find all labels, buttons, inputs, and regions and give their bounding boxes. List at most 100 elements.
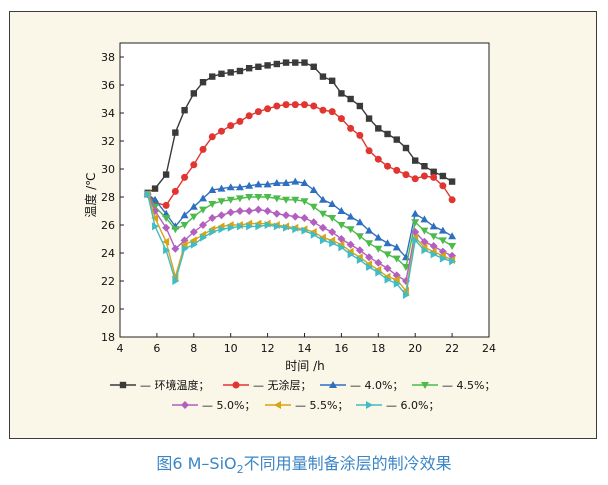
data-point xyxy=(245,194,254,201)
data-point xyxy=(264,62,271,69)
data-point xyxy=(227,122,235,130)
legend-label: — 4.5%； xyxy=(442,379,495,392)
data-point xyxy=(430,250,438,259)
data-point xyxy=(291,101,299,109)
data-point xyxy=(171,187,179,195)
data-point xyxy=(338,90,345,97)
data-point xyxy=(272,195,281,203)
data-point xyxy=(420,227,429,235)
data-point xyxy=(411,219,420,227)
legend-item: — 4.5%； xyxy=(412,379,495,392)
x-tick-label: 12 xyxy=(261,342,275,355)
x-tick-label: 8 xyxy=(190,342,197,355)
data-point xyxy=(189,228,198,236)
series-line xyxy=(147,193,453,293)
data-point xyxy=(171,244,180,253)
data-point xyxy=(300,198,309,206)
x-tick-label: 16 xyxy=(334,342,348,355)
y-tick-label: 24 xyxy=(101,247,115,260)
data-point xyxy=(392,243,401,251)
data-point xyxy=(329,239,337,248)
data-point xyxy=(291,212,300,221)
data-point xyxy=(273,222,281,231)
data-point xyxy=(347,95,354,103)
x-tick-label: 20 xyxy=(408,342,422,355)
data-point xyxy=(282,211,291,220)
data-point xyxy=(263,207,272,215)
legend-marker xyxy=(329,381,337,388)
data-point xyxy=(190,90,197,97)
data-point xyxy=(337,235,346,243)
caption-suffix: 不同用量制备涂层的制冷效果 xyxy=(243,454,452,473)
legend-marker xyxy=(181,401,189,409)
data-point xyxy=(291,196,300,204)
data-point xyxy=(384,162,392,170)
data-point xyxy=(411,228,420,236)
data-point xyxy=(366,263,374,271)
x-tick-label: 22 xyxy=(445,342,459,355)
data-point xyxy=(181,107,188,114)
data-point xyxy=(163,246,171,255)
series-5 xyxy=(143,190,457,285)
data-point xyxy=(328,215,337,222)
data-point xyxy=(301,226,309,235)
y-tick-label: 26 xyxy=(101,219,115,232)
caption-prefix: 图6 M–SiO xyxy=(156,454,237,473)
line-chart: 4 6 8 10 12 14 16 18 20 22 24 18 20 22 24 26 28 30 32 34 36 3… xyxy=(83,42,496,412)
data-point xyxy=(346,240,355,249)
data-point xyxy=(217,184,226,192)
data-point xyxy=(310,102,318,110)
data-point xyxy=(152,222,160,231)
data-point xyxy=(264,105,272,113)
data-point xyxy=(374,233,383,241)
data-point xyxy=(328,77,336,84)
data-point xyxy=(235,183,244,191)
data-point xyxy=(282,179,291,186)
x-tick-label: 18 xyxy=(371,342,385,355)
data-point xyxy=(319,106,327,114)
data-point xyxy=(438,226,447,234)
data-point xyxy=(172,129,179,136)
data-point xyxy=(421,246,429,255)
data-point xyxy=(439,182,447,190)
data-point xyxy=(208,133,216,141)
x-tick-label: 4 xyxy=(117,342,124,355)
data-point xyxy=(439,254,447,263)
data-point xyxy=(226,196,235,204)
data-point xyxy=(273,60,281,68)
y-tick-label: 28 xyxy=(101,191,115,204)
data-point xyxy=(355,233,364,241)
data-point xyxy=(255,63,262,70)
data-point xyxy=(393,279,401,288)
data-point xyxy=(217,211,226,220)
data-point xyxy=(429,242,438,250)
data-point xyxy=(292,59,299,66)
data-point xyxy=(218,225,226,234)
series-3 xyxy=(143,177,457,261)
data-point xyxy=(263,194,272,201)
data-point xyxy=(309,186,318,193)
data-point xyxy=(200,233,208,242)
y-tick-label: 18 xyxy=(101,331,115,344)
data-point xyxy=(272,209,281,218)
data-point xyxy=(402,144,410,152)
data-point xyxy=(430,173,438,181)
x-tick-label: 24 xyxy=(482,342,496,355)
data-point xyxy=(412,157,419,164)
data-point xyxy=(430,168,437,175)
data-point xyxy=(162,215,171,222)
data-point xyxy=(318,210,327,218)
data-point xyxy=(208,214,217,222)
data-point xyxy=(162,237,170,246)
y-tick-label: 36 xyxy=(101,79,115,92)
data-point xyxy=(449,257,457,266)
data-point xyxy=(235,207,244,215)
data-point xyxy=(292,225,300,234)
data-point xyxy=(365,147,373,155)
caption-subscript: 2 xyxy=(236,463,244,477)
data-point xyxy=(209,73,216,80)
legend-marker xyxy=(232,381,240,389)
data-point xyxy=(273,102,281,110)
data-point xyxy=(180,240,188,249)
data-point xyxy=(328,200,337,207)
